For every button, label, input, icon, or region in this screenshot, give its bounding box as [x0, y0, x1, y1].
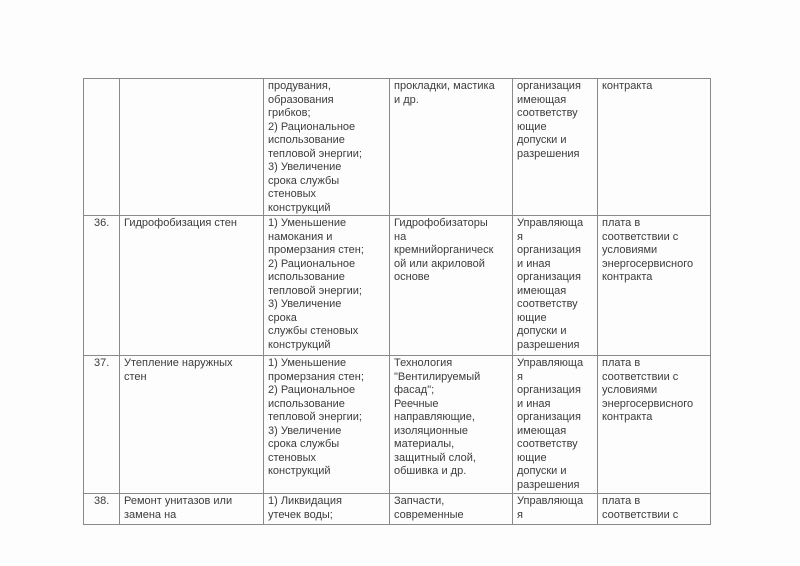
expected-effect-cell: 1) Ликвидация утечек воды; [263, 493, 390, 525]
expected-effect-cell: 1) Уменьшение промерзания стен; 2) Рацио… [263, 355, 390, 494]
table-row-36: 36. Гидрофобизация стен 1) Уменьшение на… [83, 215, 711, 356]
measure-name-cell [119, 78, 264, 216]
organization-cell: организация имеющая соответству ющие доп… [512, 78, 598, 216]
payment-cell: контракта [597, 78, 711, 216]
materials-cell: прокладки, мастика и др. [389, 78, 513, 216]
measure-name-cell: Утепление наружных стен [119, 355, 264, 494]
row-number-cell: 38. [83, 493, 120, 525]
organization-cell: Управляюща я организация и иная организа… [512, 215, 598, 356]
expected-effect-cell: 1) Уменьшение намокания и промерзания ст… [263, 215, 390, 356]
row-number-cell: 37. [83, 355, 120, 494]
table-row-38: 38. Ремонт унитазов или замена на 1) Лик… [83, 493, 711, 525]
measure-name-cell: Гидрофобизация стен [119, 215, 264, 356]
measures-table: продувания, образования грибков; 2) Раци… [83, 78, 711, 525]
payment-cell: плата в соответствии с [597, 493, 711, 525]
payment-cell: плата в соответствии с условиями энергос… [597, 355, 711, 494]
materials-cell: Технология "Вентилируемый фасад"; Реечны… [389, 355, 513, 494]
materials-cell: Запчасти, современные [389, 493, 513, 525]
payment-cell: плата в соответствии с условиями энергос… [597, 215, 711, 356]
organization-cell: Управляюща я [512, 493, 598, 525]
expected-effect-cell: продувания, образования грибков; 2) Раци… [263, 78, 390, 216]
organization-cell: Управляюща я организация и иная организа… [512, 355, 598, 494]
row-number-cell: 36. [83, 215, 120, 356]
table-row-continuation: продувания, образования грибков; 2) Раци… [83, 78, 711, 216]
row-number-cell [83, 78, 120, 216]
table-row-37: 37. Утепление наружных стен 1) Уменьшени… [83, 355, 711, 494]
materials-cell: Гидрофобизаторы на кремнийорганическ ой … [389, 215, 513, 356]
measure-name-cell: Ремонт унитазов или замена на [119, 493, 264, 525]
